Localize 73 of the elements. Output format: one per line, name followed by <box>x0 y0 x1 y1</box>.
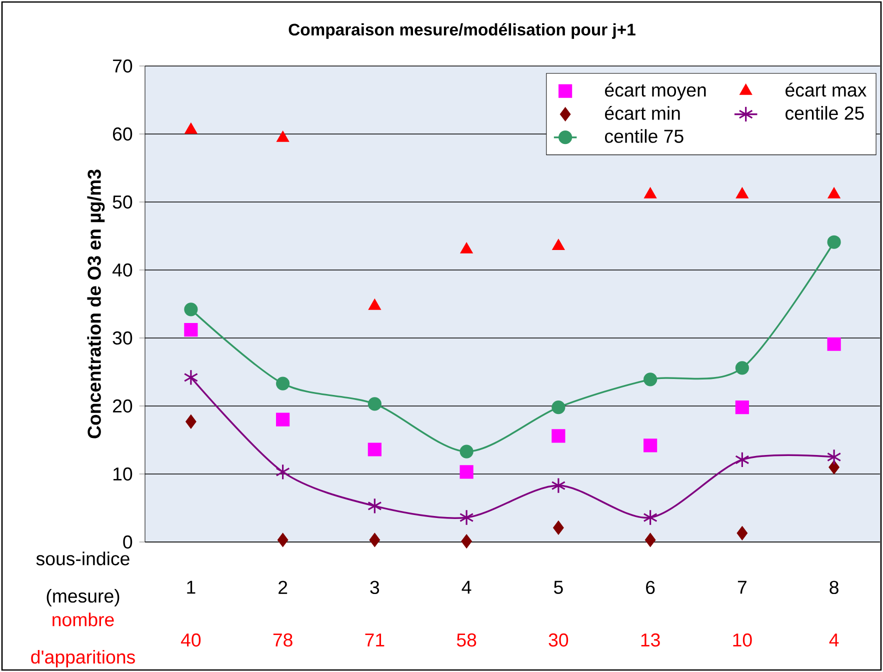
point <box>460 444 474 458</box>
y-tick-label: 50 <box>112 195 132 209</box>
point <box>369 533 380 547</box>
x-tick-label: 1 <box>187 580 196 594</box>
y-tick-label: 30 <box>112 331 132 345</box>
legend-label: centile 75 <box>605 129 684 143</box>
point <box>368 442 382 456</box>
point <box>276 412 290 426</box>
text: 40 <box>180 633 201 647</box>
point <box>827 337 841 351</box>
y-tick-label: 20 <box>113 399 132 413</box>
point <box>460 242 473 254</box>
x-tick-label: 3 <box>370 580 380 594</box>
point <box>184 123 197 134</box>
y-axis-title: Concentration de O3 en µg/m3 <box>87 170 105 438</box>
point <box>552 239 564 250</box>
x-tick-label: 4 <box>462 580 472 594</box>
point <box>828 460 840 474</box>
text: 78 <box>273 633 292 647</box>
legend-label: écart moyen <box>605 82 706 100</box>
text: 4 <box>829 634 839 646</box>
point <box>184 369 198 386</box>
point <box>736 188 748 198</box>
point <box>276 376 290 390</box>
legend-label: centile 25 <box>786 106 864 120</box>
y-tick-label: 10 <box>113 467 132 481</box>
point <box>368 299 381 310</box>
point <box>735 400 749 414</box>
y-tick-label: 40 <box>112 263 132 277</box>
x-tick-label: 7 <box>738 580 746 594</box>
point <box>827 235 841 249</box>
text: 58 <box>456 633 476 647</box>
point <box>553 520 564 535</box>
point <box>551 477 566 494</box>
point <box>552 400 566 414</box>
text: 30 <box>548 633 568 647</box>
y-tick-label: 70 <box>113 59 132 73</box>
point <box>278 533 288 547</box>
point <box>460 465 474 479</box>
point <box>461 534 472 548</box>
point <box>368 397 382 411</box>
point <box>184 302 198 316</box>
point <box>828 188 840 198</box>
point <box>644 438 658 452</box>
text: 71 <box>365 634 384 646</box>
point <box>459 509 474 526</box>
point <box>826 448 842 466</box>
chart-title: Comparaison mesure/modélisation pour j+1 <box>288 23 636 39</box>
legend-label: écart min <box>605 106 680 120</box>
text: nombre d'apparitions <box>31 612 135 668</box>
x-tick-label: 2 <box>278 580 288 594</box>
point <box>644 372 658 386</box>
point <box>276 464 290 480</box>
point <box>736 526 748 540</box>
point <box>552 429 566 443</box>
point <box>276 131 289 142</box>
point <box>186 414 196 428</box>
y-tick-label: 60 <box>113 127 132 141</box>
text: 13 <box>641 633 660 647</box>
point <box>643 509 658 526</box>
point <box>184 323 198 337</box>
point <box>368 498 382 514</box>
legend-label: écart max <box>786 82 866 97</box>
x-tick-label: 6 <box>646 580 655 594</box>
text: sous-indice (mesure) <box>36 552 130 606</box>
point <box>735 361 749 375</box>
text: 10 <box>733 633 752 647</box>
point <box>644 188 656 198</box>
x-tick-label: 8 <box>830 580 838 594</box>
x-tick-label: 5 <box>554 580 563 594</box>
point <box>645 533 656 547</box>
point <box>735 452 750 468</box>
y-tick-label: 0 <box>123 535 132 549</box>
